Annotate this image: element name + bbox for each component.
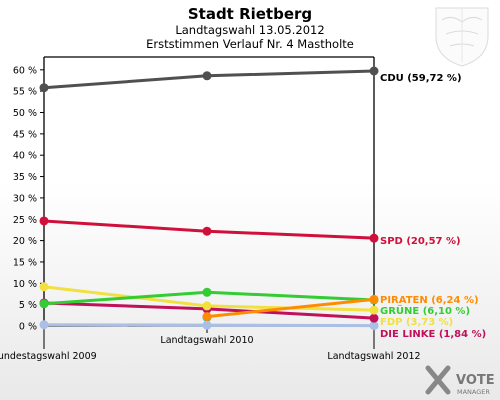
series-label-grüne: GRÜNE (6,10 %) bbox=[380, 303, 470, 317]
data-point-fdp bbox=[202, 301, 212, 311]
data-point-grüne bbox=[39, 299, 49, 309]
vote-manager-logo: VOTE MANAGER bbox=[425, 365, 495, 396]
data-point-die-linke bbox=[369, 313, 379, 323]
data-point-cdu bbox=[39, 83, 49, 93]
series-label-piraten: PIRATEN (6,24 %) bbox=[380, 295, 479, 306]
data-point-cdu bbox=[369, 66, 379, 76]
series-label-spd: SPD (20,57 %) bbox=[380, 236, 461, 247]
y-tick-label: 45 % bbox=[13, 129, 37, 140]
data-point-grüne bbox=[202, 287, 212, 297]
series-label-cdu: CDU (59,72 %) bbox=[380, 73, 462, 84]
y-tick-label: 60 % bbox=[13, 65, 37, 76]
vote-x-icon bbox=[425, 365, 451, 395]
logo-text: VOTE bbox=[456, 373, 495, 388]
series-line-piraten bbox=[206, 297, 375, 319]
x-tick-label: Bundestagswahl 2009 bbox=[0, 351, 97, 362]
data-point-cdu bbox=[202, 71, 212, 81]
series-lines bbox=[43, 69, 375, 328]
data-point-piraten bbox=[202, 312, 212, 322]
x-axis: Bundestagswahl 2009 Landtagswahl 2010 Land… bbox=[0, 326, 421, 362]
plot-frame bbox=[40, 56, 378, 327]
y-tick-label: 25 % bbox=[13, 215, 37, 226]
data-point-sonstige bbox=[369, 321, 379, 331]
y-tick-label: 10 % bbox=[13, 279, 37, 290]
y-tick-label: 50 % bbox=[13, 108, 37, 119]
y-tick-label: 40 % bbox=[13, 151, 37, 162]
y-tick-label: 5 % bbox=[19, 300, 37, 311]
logo-subtext: MANAGER bbox=[457, 388, 490, 396]
y-axis: 0 % 5 % 10 % 15 % 20 % 25 % 30 % 35 % 40 % 45 % 50… bbox=[13, 65, 44, 333]
series-labels: CDU (59,72 %) SPD (20,57 %) PIRATEN (6,24 … bbox=[380, 73, 486, 340]
chart-title: Stadt Rietberg bbox=[188, 5, 312, 23]
data-point-fdp bbox=[369, 305, 379, 315]
series-label-die-linke: DIE LINKE (1,84 %) bbox=[380, 329, 486, 340]
chart-subtitle: Landtagswahl 13.05.2012 bbox=[175, 23, 324, 37]
y-tick-label: 15 % bbox=[13, 257, 37, 268]
series-label-fdp: FDP (3,73 %) bbox=[380, 317, 453, 328]
y-tick-label: 55 % bbox=[13, 87, 37, 98]
data-point-spd bbox=[369, 233, 379, 243]
x-tick-label: Landtagswahl 2010 bbox=[160, 335, 253, 346]
y-tick-label: 20 % bbox=[13, 236, 37, 247]
y-tick-label: 0 % bbox=[19, 322, 37, 333]
data-point-spd bbox=[39, 216, 49, 226]
y-tick-label: 30 % bbox=[13, 193, 37, 204]
data-point-fdp bbox=[39, 282, 49, 292]
y-tick-label: 35 % bbox=[13, 172, 37, 183]
data-point-spd bbox=[202, 226, 212, 236]
series-points bbox=[39, 66, 379, 331]
chart-subtitle-2: Erststimmen Verlauf Nr. 4 Mastholte bbox=[146, 37, 354, 51]
data-point-piraten bbox=[369, 294, 379, 304]
data-point-sonstige bbox=[202, 320, 212, 330]
x-tick-label: Landtagswahl 2012 bbox=[327, 351, 420, 362]
coat-of-arms-icon bbox=[435, 7, 489, 67]
data-point-sonstige bbox=[39, 320, 49, 330]
